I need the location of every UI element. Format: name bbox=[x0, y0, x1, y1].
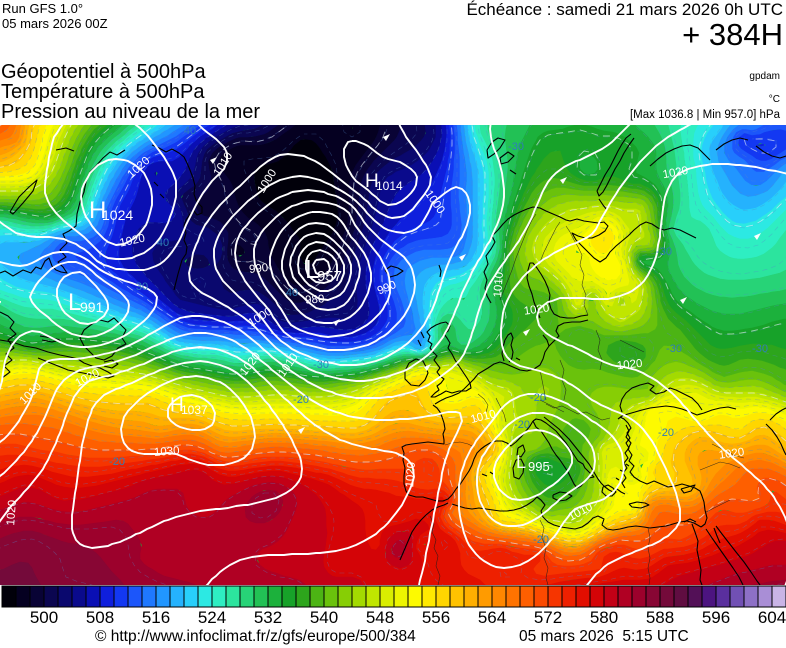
svg-text:500: 500 bbox=[30, 608, 58, 627]
svg-text:-30: -30 bbox=[666, 343, 682, 355]
svg-text:572: 572 bbox=[534, 608, 562, 627]
svg-text:1010: 1010 bbox=[492, 272, 506, 298]
svg-text:991: 991 bbox=[80, 299, 104, 315]
svg-text:1024: 1024 bbox=[102, 207, 133, 223]
svg-text:556: 556 bbox=[422, 608, 450, 627]
svg-text:1014: 1014 bbox=[376, 179, 403, 193]
svg-text:1020: 1020 bbox=[662, 165, 689, 181]
svg-text:990: 990 bbox=[249, 262, 269, 276]
svg-text:957: 957 bbox=[317, 268, 342, 285]
svg-text:995: 995 bbox=[528, 459, 550, 474]
svg-text:1020: 1020 bbox=[718, 446, 745, 461]
svg-text:532: 532 bbox=[254, 608, 282, 627]
svg-text:40: 40 bbox=[184, 125, 196, 137]
svg-text:-20: -20 bbox=[293, 394, 309, 406]
svg-text:540: 540 bbox=[310, 608, 338, 627]
svg-text:40: 40 bbox=[286, 287, 298, 299]
svg-text:L: L bbox=[516, 452, 526, 472]
svg-text:1020: 1020 bbox=[404, 462, 418, 488]
svg-text:1020: 1020 bbox=[523, 302, 550, 317]
svg-text:516: 516 bbox=[142, 608, 170, 627]
svg-text:L: L bbox=[305, 254, 319, 284]
svg-text:40: 40 bbox=[157, 237, 169, 249]
svg-text:-30: -30 bbox=[656, 246, 672, 258]
svg-text:30: 30 bbox=[136, 281, 148, 293]
svg-text:-30: -30 bbox=[313, 359, 329, 371]
svg-text:1020: 1020 bbox=[616, 358, 643, 373]
svg-text:H: H bbox=[89, 197, 106, 224]
svg-text:580: 580 bbox=[590, 608, 618, 627]
svg-text:1030: 1030 bbox=[154, 445, 180, 459]
svg-text:-20: -20 bbox=[533, 534, 549, 546]
svg-text:H: H bbox=[365, 171, 379, 192]
svg-text:1020: 1020 bbox=[5, 500, 19, 526]
svg-text:-30: -30 bbox=[752, 343, 768, 355]
svg-text:548: 548 bbox=[366, 608, 394, 627]
svg-text:1037: 1037 bbox=[181, 403, 208, 417]
svg-text:1020: 1020 bbox=[119, 233, 147, 250]
svg-text:H: H bbox=[170, 395, 184, 416]
svg-text:604: 604 bbox=[758, 608, 786, 627]
svg-text:-20: -20 bbox=[530, 392, 546, 404]
svg-text:588: 588 bbox=[646, 608, 674, 627]
svg-text:980: 980 bbox=[305, 293, 325, 306]
svg-text:-20: -20 bbox=[109, 456, 125, 468]
svg-text:-20: -20 bbox=[514, 419, 530, 431]
svg-text:564: 564 bbox=[478, 608, 506, 627]
svg-text:508: 508 bbox=[86, 608, 114, 627]
svg-text:524: 524 bbox=[198, 608, 226, 627]
svg-text:-20: -20 bbox=[658, 427, 674, 439]
svg-text:596: 596 bbox=[702, 608, 730, 627]
svg-text:L: L bbox=[68, 289, 81, 316]
svg-text:-30: -30 bbox=[508, 141, 524, 153]
